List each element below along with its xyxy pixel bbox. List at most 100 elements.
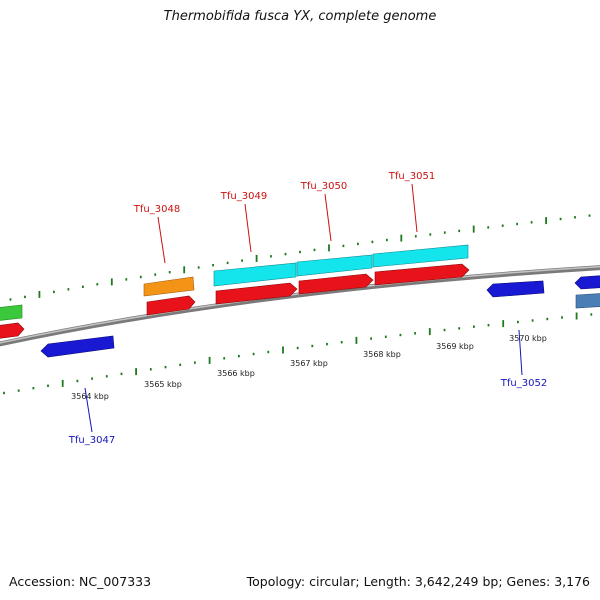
minor-tick [590,313,593,316]
accession-label: Accession: NC_007333 [9,574,152,589]
minor-tick [546,317,549,321]
minor-tick [342,244,345,248]
major-tick [110,278,113,286]
kbp-label: 3565 kbp [144,380,182,389]
gene-tfu-3047[interactable] [40,335,115,358]
gene-tfu-3052[interactable] [486,280,545,298]
minor-tick [96,283,99,286]
gene-tfu-3049[interactable] [215,282,298,305]
gene-tfu-3048-orange[interactable] [143,276,195,297]
gene-tfu-3048[interactable] [146,295,196,316]
minor-tick [561,316,563,319]
minor-tick [241,259,243,262]
major-tick [282,346,284,354]
minor-tick [487,226,490,229]
gene-feature-green-left[interactable] [0,304,23,321]
minor-tick [443,231,446,234]
kbp-label: 3566 kbp [217,369,255,378]
map-title: Thermobifida fusca YX, complete genome [163,9,437,24]
minor-tick [24,295,26,299]
kbp-scale-labels: 3564 kbp 3565 kbp 3566 kbp 3567 kbp 3568… [71,334,547,401]
upper-tick-row [9,214,591,301]
minor-tick [238,354,240,358]
minor-tick [76,379,79,383]
minor-tick [340,341,343,344]
gene-label-tfu-3049[interactable]: Tfu_3049 [220,191,267,202]
minor-tick [414,332,416,335]
gene-label-tfu-3051[interactable]: Tfu_3051 [388,171,435,182]
minor-tick [252,352,255,356]
major-tick [472,225,475,233]
minor-tick [125,278,128,281]
minor-tick [105,375,108,378]
gene-tfu-3051[interactable] [374,263,470,286]
major-tick [183,266,186,274]
minor-tick [53,290,55,294]
gene-tfu-3050-cyan[interactable] [296,254,373,277]
minor-tick [313,248,316,252]
minor-tick [487,324,490,327]
callout-line-tfu-3047 [84,387,93,433]
minor-tick [530,221,533,224]
major-tick [428,328,431,336]
gene-feature-steel-right[interactable] [575,293,600,309]
gene-labels: Tfu_3047 Tfu_3048 Tfu_3049 Tfu_3050 Tfu_… [68,171,547,446]
minor-tick [299,250,301,254]
minor-tick [429,233,432,236]
gene-feature-red-left[interactable] [0,322,25,339]
minor-tick [179,363,182,366]
minor-tick [67,288,70,291]
gene-label-tfu-3047[interactable]: Tfu_3047 [68,435,115,446]
minor-tick [197,266,200,269]
major-tick [255,254,258,262]
feature-track [0,244,600,358]
major-tick [502,320,505,328]
minor-tick [47,384,49,387]
major-tick [208,356,211,364]
minor-tick [226,261,229,265]
minor-tick [399,333,402,337]
lower-tick-row [3,312,593,395]
minor-tick [370,337,372,340]
gene-label-tfu-3048[interactable]: Tfu_3048 [133,204,180,215]
minor-tick [574,216,576,219]
minor-tick [384,335,387,338]
major-tick [38,290,41,298]
minor-tick [3,391,5,395]
major-tick [328,244,330,252]
gene-tfu-3050[interactable] [298,273,374,295]
callout-line-tfu-3050 [324,193,332,242]
minor-tick [296,346,299,350]
kbp-label: 3569 kbp [436,342,474,351]
callout-line-tfu-3051 [411,183,418,233]
gene-label-tfu-3050[interactable]: Tfu_3050 [300,181,347,192]
gene-feature-blue-right[interactable] [574,275,600,290]
minor-tick [270,255,272,258]
minor-tick [311,344,314,348]
minor-tick [386,238,388,242]
minor-tick [9,298,12,301]
gene-tfu-3051-cyan[interactable] [372,244,469,268]
minor-tick [139,275,142,279]
minor-tick [164,365,167,369]
minor-tick [120,372,123,376]
minor-tick [531,319,534,322]
minor-tick [414,235,417,238]
minor-tick [443,328,446,332]
gene-tfu-3049-cyan[interactable] [213,262,297,287]
callout-line-tfu-3052 [518,329,523,376]
minor-tick [458,229,461,233]
minor-tick [371,240,374,244]
minor-tick [17,389,20,392]
minor-tick [212,264,214,267]
genome-stats-label: Topology: circular; Length: 3,642,249 bp… [246,574,590,589]
gene-label-tfu-3052[interactable]: Tfu_3052 [500,378,547,389]
minor-tick [501,224,504,227]
minor-tick [223,357,226,360]
callout-line-tfu-3048 [157,216,166,264]
minor-tick [154,273,157,276]
major-tick [545,217,547,225]
minor-tick [32,387,35,390]
